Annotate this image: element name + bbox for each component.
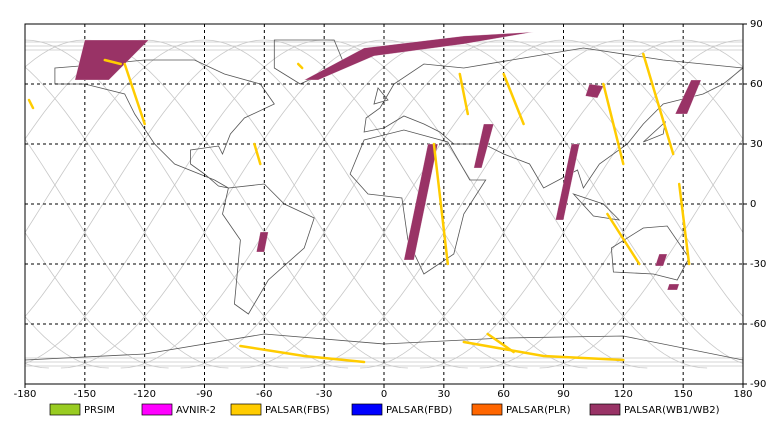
legend-swatch xyxy=(230,403,262,416)
swath xyxy=(239,344,366,364)
y-tick-label: -30 xyxy=(750,259,766,270)
swath xyxy=(674,79,702,115)
swath xyxy=(602,82,625,166)
legend-label: PALSAR(FBD) xyxy=(386,405,452,416)
orbit-track xyxy=(503,39,743,318)
legend-swatch xyxy=(49,403,81,416)
x-tick-label: 150 xyxy=(674,389,693,400)
x-tick-label: -90 xyxy=(196,389,212,400)
plot-area xyxy=(25,24,743,384)
x-tick-label: -180 xyxy=(14,389,37,400)
swath xyxy=(585,83,604,99)
legend-label: PRSIM xyxy=(84,405,115,416)
legend-swatch xyxy=(471,403,503,416)
swath xyxy=(27,98,35,110)
legend-swatch xyxy=(589,403,621,416)
coastline xyxy=(349,129,487,275)
orbit-track xyxy=(623,39,743,140)
orbit-track xyxy=(180,39,504,369)
coastline xyxy=(610,225,690,281)
coastline xyxy=(373,87,389,105)
swath xyxy=(677,182,691,266)
legend-label: PALSAR(PLR) xyxy=(506,405,571,416)
swath xyxy=(256,231,269,253)
legend-swatch xyxy=(141,403,173,416)
x-tick-label: -120 xyxy=(133,389,156,400)
orbit-track xyxy=(60,39,385,369)
swath xyxy=(502,72,525,126)
orbit-track xyxy=(240,39,564,369)
swath xyxy=(473,123,494,169)
swath xyxy=(486,332,515,354)
y-tick-label: -90 xyxy=(750,379,766,390)
x-tick-label: 60 xyxy=(497,389,510,400)
orbit-track xyxy=(383,39,708,369)
swath xyxy=(654,253,668,267)
y-tick-label: 30 xyxy=(750,139,763,150)
legend-label: PALSAR(FBS) xyxy=(265,405,330,416)
x-tick-label: 0 xyxy=(381,389,387,400)
legend-label: AVNIR-2 xyxy=(176,405,216,416)
y-tick-label: 90 xyxy=(750,19,763,30)
orbit-track xyxy=(25,39,325,364)
x-tick-label: 180 xyxy=(733,389,752,400)
orbit-track xyxy=(683,39,743,68)
swath xyxy=(642,52,675,156)
swath xyxy=(253,142,262,166)
swath xyxy=(103,58,122,66)
legend-label: PALSAR(WB1/WB2) xyxy=(624,405,720,416)
swath xyxy=(462,340,625,362)
swath xyxy=(123,62,146,126)
swath xyxy=(432,142,450,266)
swath xyxy=(458,72,470,116)
swath xyxy=(666,283,680,291)
x-tick-label: -60 xyxy=(256,389,272,400)
y-tick-label: 0 xyxy=(750,199,756,210)
swath xyxy=(296,62,304,70)
orbit-track xyxy=(360,39,684,369)
x-tick-label: -30 xyxy=(316,389,332,400)
swath xyxy=(304,31,534,81)
orbit-track xyxy=(563,39,743,234)
coastline xyxy=(572,193,621,221)
x-tick-label: 120 xyxy=(614,389,633,400)
orbit-track xyxy=(300,39,624,369)
orbit-track xyxy=(120,39,444,369)
coastline xyxy=(222,183,315,315)
y-tick-label: 60 xyxy=(750,79,763,90)
orbit-track xyxy=(539,138,743,369)
coastline xyxy=(54,59,275,189)
orbit-track xyxy=(479,66,743,369)
legend-swatch xyxy=(351,403,383,416)
swath xyxy=(555,143,580,221)
x-tick-label: 90 xyxy=(557,389,570,400)
swath xyxy=(606,212,641,266)
y-tick-label: -60 xyxy=(750,319,766,330)
orbit-track xyxy=(25,39,265,318)
swath xyxy=(74,39,150,81)
orbit-track xyxy=(25,39,205,234)
x-tick-label: 30 xyxy=(437,389,450,400)
orbit-track xyxy=(419,39,743,369)
x-tick-label: -150 xyxy=(73,389,96,400)
orbit-track xyxy=(25,39,85,68)
